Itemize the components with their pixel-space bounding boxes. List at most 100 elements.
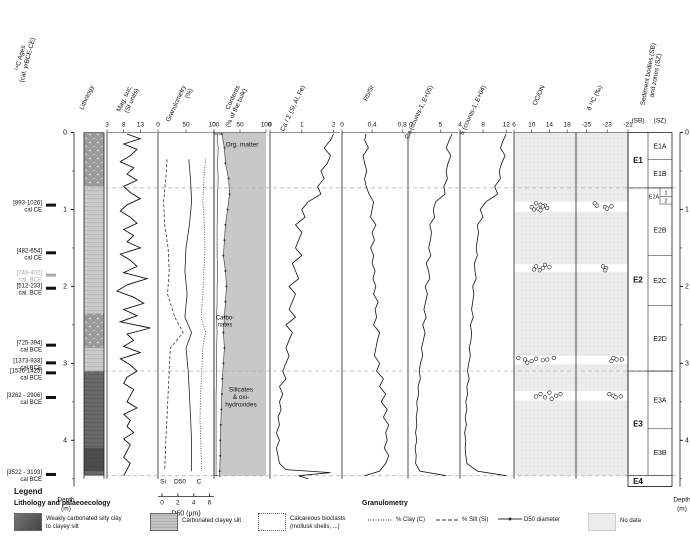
age-marker: [46, 203, 56, 207]
contents-point: [225, 285, 228, 288]
top-tick-label: 100: [261, 122, 272, 129]
legend-item-clay: % Clay (C): [396, 517, 426, 523]
contents-point: [219, 439, 222, 442]
no-data-area: [576, 211, 628, 265]
top-tick-label: 0: [156, 122, 160, 129]
contents-point: [218, 470, 221, 473]
series-point: [609, 358, 614, 364]
top-tick-label: 0,4: [368, 122, 377, 129]
top-tick-label: 13: [137, 122, 145, 129]
curve-label: C: [197, 479, 202, 486]
org-matter-area: [213, 133, 219, 477]
legend-granulometry-title: Granulometry: [362, 500, 408, 507]
top-tick-label: 50: [236, 122, 244, 129]
depth-tick-label: 4: [63, 437, 67, 444]
panel-title: Lithology: [78, 84, 96, 111]
panel-title: Contents(% of the bulk): [218, 84, 249, 129]
age-label: [1536-1425] cal BCE: [10, 368, 42, 381]
d50-tick-label: 2: [176, 500, 180, 507]
age-label: [3262 - 2906] cal BCE: [7, 393, 43, 406]
lithology-unit: [84, 347, 104, 372]
swatch-bioclasts: [258, 513, 286, 531]
age-label: [512-233] cal. BCE: [17, 284, 43, 297]
panel-title: Ca (counts-1, E+05): [404, 84, 435, 140]
depth-label-left: Depth: [57, 497, 75, 504]
top-tick-label: 18: [564, 122, 572, 129]
no-data-area: [514, 271, 576, 356]
series-point: [619, 357, 624, 362]
contents-point: [223, 146, 226, 149]
top-tick-label: 0,8: [398, 122, 407, 129]
series-point: [613, 395, 618, 400]
zone-label: E2C: [653, 278, 667, 285]
series-point: [540, 265, 545, 271]
depth-tick-label: 0: [63, 130, 67, 137]
series-point: [618, 394, 623, 399]
age-marker: [46, 343, 56, 347]
series-point: [542, 262, 548, 267]
sediment-body-label: E3: [633, 419, 643, 428]
no-data-area: [514, 132, 576, 202]
contents-point: [224, 223, 227, 226]
age-marker: [46, 472, 56, 476]
depth-tick-label: 3: [63, 360, 67, 367]
series-point: [547, 390, 552, 395]
contents-point: [222, 362, 225, 365]
series-line: [414, 133, 453, 477]
annotation-silicates: Silicates & oxi-hydroxides: [225, 387, 257, 409]
zones-header: Sediment bodies (SB)and zones (SZ): [640, 42, 665, 107]
contents-point: [224, 162, 227, 165]
depth-tick-label: 1: [63, 206, 67, 213]
d50-axis-label: D50 (µm): [171, 511, 200, 518]
panel-title: δ ¹³C (‰): [586, 84, 604, 112]
legend-line-silt: [436, 519, 460, 521]
series-point: [545, 357, 550, 362]
curve-label: Si: [160, 479, 166, 486]
d50-tick-label: 4: [192, 500, 196, 507]
d50-tick-label: 0: [160, 500, 164, 507]
series-point: [551, 355, 556, 361]
series-point: [534, 201, 539, 206]
age-marker: [46, 396, 56, 399]
top-tick-label: -23: [602, 122, 612, 129]
contents-point: [228, 193, 231, 196]
contents-point: [226, 208, 229, 211]
series-point: [522, 357, 528, 362]
series-point: [534, 394, 539, 399]
contents-point: [222, 331, 225, 334]
series-point: [553, 393, 559, 398]
plot-layer: [46, 129, 683, 497]
zone-label: E3A: [653, 397, 667, 404]
depth-tick-label: 1: [685, 206, 689, 213]
legend-item-d50: D50 diameter: [524, 517, 561, 523]
lithology-unit: [84, 448, 104, 472]
series-point: [516, 355, 521, 361]
series-point: [531, 207, 537, 212]
series-point: [605, 206, 610, 211]
zone-label: E3B: [653, 450, 667, 457]
swatch-carbonated-clayey-silt: [150, 513, 178, 531]
top-tick-label: -25: [582, 122, 592, 129]
legend: Legend Lithology and palaeoecology Granu…: [0, 487, 690, 547]
zones-frame: [627, 132, 673, 487]
series-point: [538, 392, 543, 397]
age-label: [1373-933] cal BCE: [13, 358, 42, 371]
series-line: [163, 159, 184, 472]
series-point: [549, 396, 554, 401]
lithology-unit: [84, 313, 104, 348]
legend-item-silt: % Silt (Si): [462, 517, 489, 523]
series-point: [614, 357, 619, 362]
series-point: [540, 204, 545, 209]
series-point: [547, 265, 552, 270]
contents-point: [220, 133, 223, 136]
zone-label: 1: [664, 191, 667, 197]
top-tick-label: 3: [105, 122, 109, 129]
series-line: [184, 159, 193, 472]
top-tick-label: 8: [122, 122, 126, 129]
zone-label: E1B: [653, 171, 667, 178]
zone-label: E1A: [653, 143, 667, 150]
curve-label: D50: [174, 479, 186, 486]
age-label: [748-402] cal. BCE: [17, 271, 43, 284]
series-line: [362, 133, 390, 477]
